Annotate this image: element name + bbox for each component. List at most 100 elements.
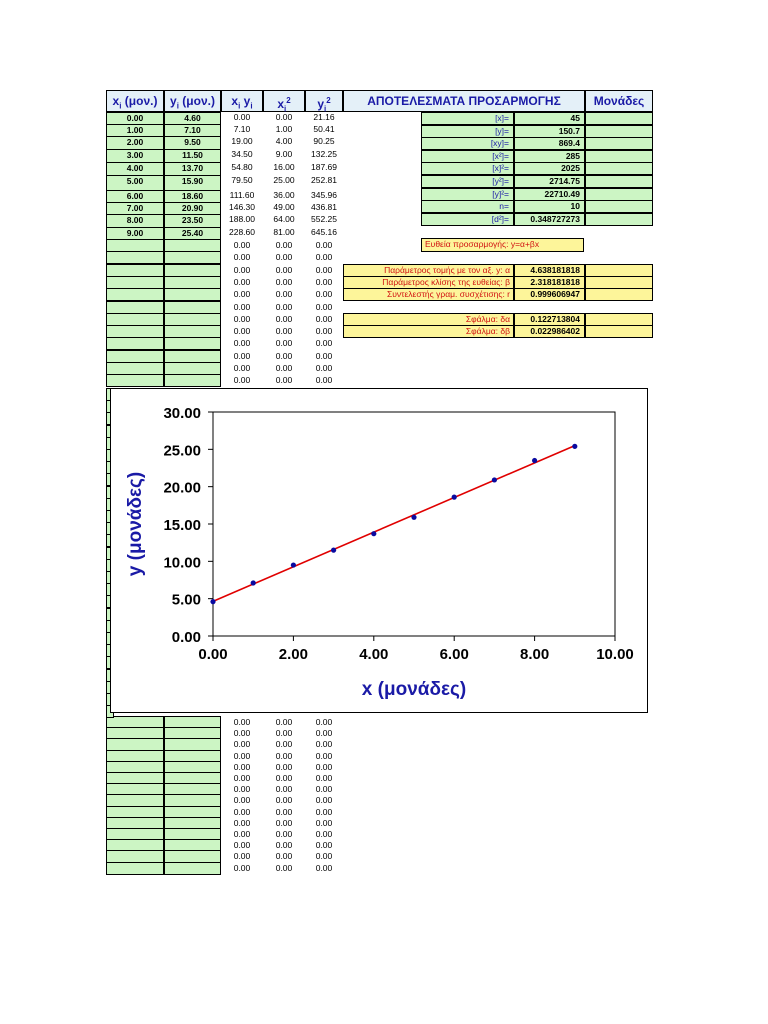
x2-value-cell: 0.00 — [275, 784, 293, 795]
y2-value-cell: 187.69 — [311, 162, 337, 172]
x2-value-cell: 0.00 — [275, 276, 293, 287]
y-value-cell[interactable]: 13.70 — [164, 162, 221, 176]
xy-value-cell: 146.30 — [229, 202, 255, 212]
data-point — [371, 531, 377, 537]
y2-value-cell: 345.96 — [311, 190, 337, 200]
x-empty-cell[interactable] — [106, 349, 164, 363]
y-empty-cell[interactable] — [164, 349, 221, 363]
x-tick-label: 2.00 — [279, 646, 308, 663]
header-xi: xi (μον.) — [106, 90, 164, 112]
data-point — [210, 599, 216, 605]
x2-value-cell: 0.00 — [275, 851, 293, 862]
xy-value-cell: 7.10 — [233, 124, 251, 134]
x-empty-cell[interactable] — [106, 251, 164, 265]
sum-unit-cell[interactable] — [585, 175, 653, 188]
y2-value-cell: 21.16 — [313, 112, 335, 122]
x2-value-cell: 0.00 — [275, 739, 293, 750]
param-unit-cell[interactable] — [585, 288, 653, 301]
x-empty-cell[interactable] — [106, 374, 164, 388]
x-value-cell[interactable]: 5.00 — [106, 175, 164, 191]
sum-value: 2025 — [514, 162, 585, 176]
x2-value-cell: 0.00 — [275, 829, 293, 839]
sum-unit-cell[interactable] — [585, 212, 653, 226]
sum-value: 285 — [514, 149, 585, 163]
x2-value-cell: 0.00 — [275, 326, 293, 337]
y-value-cell[interactable]: 11.50 — [164, 149, 221, 163]
param-unit-cell[interactable] — [585, 325, 653, 338]
fit-chart: 0.00 5.00 10.00 15.00 20.00 25.00 30.00 0.00 2.0… — [110, 388, 648, 713]
sum-unit-cell[interactable] — [585, 200, 653, 214]
x-empty-cell[interactable] — [106, 325, 164, 339]
x-empty-cell[interactable] — [106, 288, 164, 302]
y2-value-cell: 132.25 — [311, 149, 337, 159]
y2-value-cell: 0.00 — [315, 276, 333, 287]
x-value-cell[interactable]: 3.00 — [106, 149, 164, 163]
x-value-cell[interactable]: 4.00 — [106, 162, 164, 176]
x-empty-cell[interactable] — [106, 300, 164, 314]
x-empty-cell[interactable] — [106, 362, 164, 375]
y-empty-cell[interactable] — [164, 337, 221, 351]
x-value-cell[interactable]: 8.00 — [106, 214, 164, 228]
x2-value-cell: 36.00 — [273, 190, 295, 200]
x-empty-cell[interactable] — [106, 239, 164, 252]
y-empty-cell[interactable] — [164, 251, 221, 265]
y-empty-cell[interactable] — [164, 861, 221, 875]
y-tick-label: 10.00 — [163, 554, 201, 571]
y-empty-cell[interactable] — [164, 275, 221, 289]
xy-value-cell: 0.00 — [233, 240, 251, 250]
data-point — [572, 443, 578, 449]
x2-value-cell: 64.00 — [273, 214, 295, 224]
x-empty-cell[interactable] — [106, 861, 164, 875]
y-value-cell[interactable]: 15.90 — [164, 175, 221, 191]
xy-value-cell: 111.60 — [229, 190, 255, 200]
y-empty-cell[interactable] — [164, 312, 221, 326]
y-empty-cell[interactable] — [164, 362, 221, 375]
x-value-cell[interactable]: 2.00 — [106, 136, 164, 150]
x2-value-cell: 16.00 — [273, 162, 295, 172]
xy-value-cell: 0.00 — [233, 829, 251, 839]
y2-value-cell: 0.00 — [315, 739, 333, 750]
xy-value-cell: 0.00 — [233, 784, 251, 795]
y-empty-cell[interactable] — [164, 300, 221, 314]
sum-unit-cell[interactable] — [585, 137, 653, 151]
x2-value-cell: 0.00 — [275, 806, 293, 817]
sum-unit-cell[interactable] — [585, 149, 653, 163]
y-value-cell[interactable]: 23.50 — [164, 214, 221, 228]
y2-value-cell: 0.00 — [315, 795, 333, 806]
y2-value-cell: 0.00 — [315, 817, 333, 828]
x-empty-cell[interactable] — [106, 275, 164, 289]
y-empty-cell[interactable] — [164, 374, 221, 388]
x-axis-label: x (μονάδες) — [362, 679, 466, 700]
sum-unit-cell[interactable] — [585, 112, 653, 125]
y2-value-cell: 436.81 — [311, 202, 337, 212]
y-value-cell[interactable]: 9.50 — [164, 136, 221, 150]
y2-value-cell: 0.00 — [315, 350, 333, 361]
xy-value-cell: 0.00 — [233, 289, 251, 300]
y-empty-cell[interactable] — [164, 263, 221, 277]
xy-value-cell: 0.00 — [233, 817, 251, 828]
y-tick-label: 25.00 — [163, 442, 201, 459]
y-tick-label: 0.00 — [172, 629, 201, 646]
x-empty-cell[interactable] — [106, 337, 164, 351]
y-empty-cell[interactable] — [164, 288, 221, 302]
sum-unit-cell[interactable] — [585, 162, 653, 176]
xy-value-cell: 0.00 — [233, 728, 251, 739]
y-empty-cell[interactable] — [164, 239, 221, 252]
x2-value-cell: 0.00 — [275, 363, 293, 373]
y2-value-cell: 0.00 — [315, 326, 333, 337]
sum-value: 2714.75 — [514, 175, 585, 188]
x-empty-cell[interactable] — [106, 263, 164, 277]
y-empty-cell[interactable] — [164, 325, 221, 339]
header-yi2: yi2 — [305, 90, 343, 113]
x2-value-cell: 0.00 — [275, 840, 293, 851]
sum-unit-cell[interactable] — [585, 187, 653, 201]
xy-value-cell: 0.00 — [233, 750, 251, 761]
data-point — [250, 580, 256, 586]
data-point — [451, 494, 457, 500]
x-empty-cell[interactable] — [106, 312, 164, 326]
header-units: Μονάδες — [585, 90, 653, 112]
xy-value-cell: 0.00 — [233, 739, 251, 750]
sum-unit-cell[interactable] — [585, 124, 653, 138]
xy-value-cell: 228.60 — [229, 227, 255, 237]
sum-label: [x]= — [421, 112, 514, 125]
